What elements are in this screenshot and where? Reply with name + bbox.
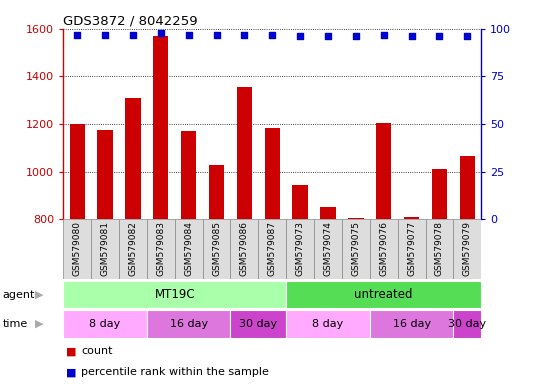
- Bar: [230, 310, 286, 338]
- Text: GSM579079: GSM579079: [463, 221, 472, 276]
- Bar: [370, 310, 453, 338]
- Bar: [147, 310, 230, 338]
- Bar: [286, 281, 481, 308]
- Text: 30 day: 30 day: [448, 319, 486, 329]
- Point: [268, 31, 277, 38]
- Bar: [314, 219, 342, 279]
- Bar: [236, 87, 252, 219]
- Text: GSM579086: GSM579086: [240, 221, 249, 276]
- Bar: [175, 219, 202, 279]
- Bar: [63, 310, 147, 338]
- Bar: [348, 218, 364, 219]
- Point: [240, 31, 249, 38]
- Text: 16 day: 16 day: [169, 319, 208, 329]
- Text: untreated: untreated: [354, 288, 413, 301]
- Bar: [63, 219, 91, 279]
- Text: count: count: [81, 346, 113, 356]
- Point: [101, 31, 109, 38]
- Text: GSM579083: GSM579083: [156, 221, 166, 276]
- Text: GSM579080: GSM579080: [73, 221, 82, 276]
- Bar: [460, 156, 475, 219]
- Text: 8 day: 8 day: [90, 319, 120, 329]
- Point: [463, 33, 472, 40]
- Text: GSM579076: GSM579076: [379, 221, 388, 276]
- Text: GSM579087: GSM579087: [268, 221, 277, 276]
- Point: [323, 33, 332, 40]
- Bar: [119, 219, 147, 279]
- Point: [73, 31, 81, 38]
- Text: GSM579074: GSM579074: [323, 221, 333, 276]
- Bar: [209, 164, 224, 219]
- Text: MT19C: MT19C: [155, 288, 195, 301]
- Point: [351, 33, 360, 40]
- Text: agent: agent: [3, 290, 35, 300]
- Text: percentile rank within the sample: percentile rank within the sample: [81, 367, 270, 377]
- Text: ▶: ▶: [35, 319, 43, 329]
- Text: GSM579081: GSM579081: [101, 221, 109, 276]
- Bar: [69, 124, 85, 219]
- Bar: [153, 36, 168, 219]
- Text: GSM579084: GSM579084: [184, 221, 193, 276]
- Bar: [125, 98, 141, 219]
- Text: 16 day: 16 day: [393, 319, 431, 329]
- Bar: [286, 310, 370, 338]
- Text: ▶: ▶: [35, 290, 43, 300]
- Text: GSM579073: GSM579073: [295, 221, 305, 276]
- Point: [184, 31, 193, 38]
- Point: [156, 30, 165, 36]
- Bar: [97, 130, 113, 219]
- Text: GSM579078: GSM579078: [435, 221, 444, 276]
- Text: GSM579085: GSM579085: [212, 221, 221, 276]
- Bar: [91, 219, 119, 279]
- Bar: [265, 127, 280, 219]
- Bar: [453, 310, 481, 338]
- Bar: [376, 123, 392, 219]
- Point: [407, 33, 416, 40]
- Point: [379, 31, 388, 38]
- Bar: [293, 185, 308, 219]
- Point: [212, 31, 221, 38]
- Text: GSM579075: GSM579075: [351, 221, 360, 276]
- Bar: [426, 219, 453, 279]
- Bar: [398, 219, 426, 279]
- Point: [296, 33, 305, 40]
- Bar: [63, 281, 286, 308]
- Text: GDS3872 / 8042259: GDS3872 / 8042259: [63, 15, 198, 28]
- Bar: [147, 219, 175, 279]
- Bar: [453, 219, 481, 279]
- Bar: [320, 207, 336, 219]
- Bar: [286, 219, 314, 279]
- Bar: [230, 219, 258, 279]
- Text: 8 day: 8 day: [312, 319, 344, 329]
- Text: GSM579082: GSM579082: [128, 221, 138, 276]
- Point: [129, 31, 138, 38]
- Text: ■: ■: [66, 346, 76, 356]
- Bar: [202, 219, 230, 279]
- Bar: [258, 219, 286, 279]
- Bar: [404, 217, 419, 219]
- Point: [435, 33, 444, 40]
- Text: GSM579077: GSM579077: [407, 221, 416, 276]
- Bar: [342, 219, 370, 279]
- Text: 30 day: 30 day: [239, 319, 277, 329]
- Bar: [370, 219, 398, 279]
- Text: ■: ■: [66, 367, 76, 377]
- Bar: [181, 131, 196, 219]
- Bar: [432, 169, 447, 219]
- Text: time: time: [3, 319, 28, 329]
